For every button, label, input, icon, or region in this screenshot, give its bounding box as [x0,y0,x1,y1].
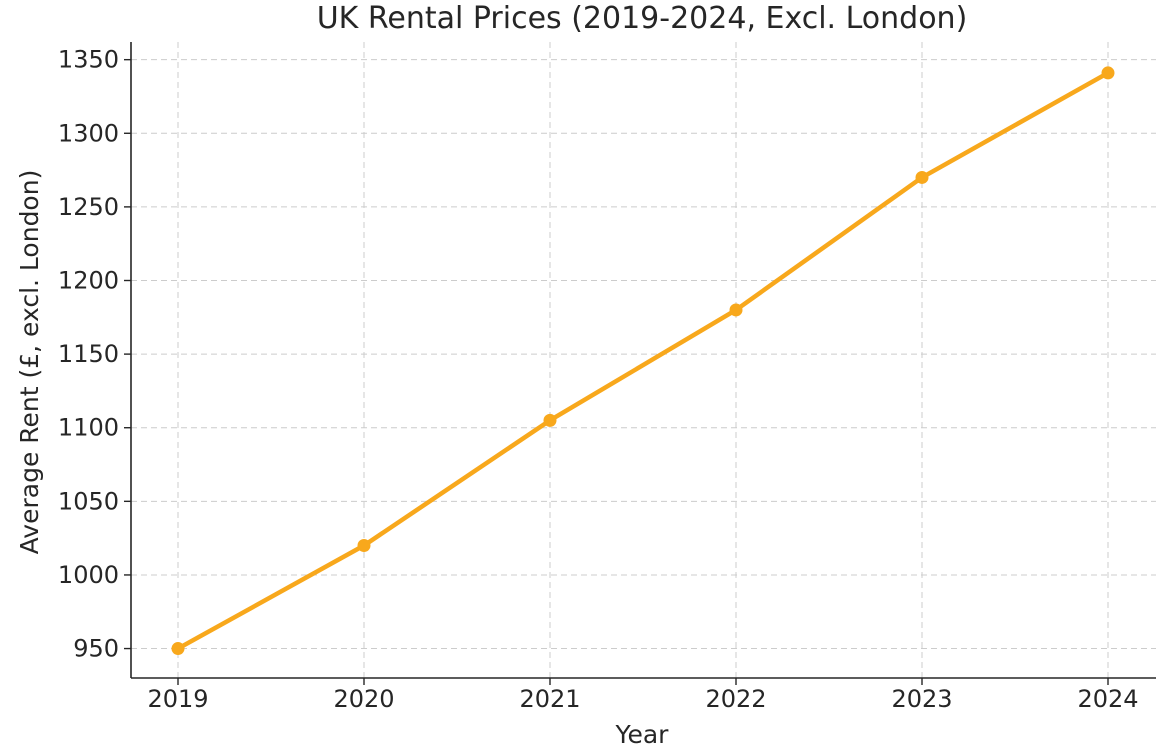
y-tick-label: 1100 [58,414,119,442]
data-point [543,413,557,427]
x-tick-label: 2023 [891,685,952,713]
series-line [175,70,1111,651]
x-tick-label: 2021 [519,685,580,713]
x-tick-label: 2019 [147,685,208,713]
y-tick-label: 1200 [58,267,119,295]
y-tick-label: 1300 [58,119,119,147]
y-tick-label: 1000 [58,561,119,589]
x-tick-label: 2020 [333,685,394,713]
series-layer [171,66,1115,656]
x-tick-label: 2022 [705,685,766,713]
x-tick-label: 2024 [1077,685,1138,713]
data-point [729,303,743,317]
y-tick-label: 1150 [58,340,119,368]
y-tick-label: 950 [73,635,119,663]
data-point [357,539,371,552]
y-tick-label: 1350 [58,46,119,74]
grid-lines [131,42,1156,678]
y-tick-label: 1250 [58,193,119,221]
chart-title: UK Rental Prices (2019-2024, Excl. Londo… [317,1,968,36]
x-axis-label: Year [615,720,670,749]
tick-marks: 2019 2020 2021 2022 2023 2024 950 1000 1050 1100 1… [58,46,1139,713]
data-point [915,170,929,184]
axes [130,42,1156,679]
y-axis-label: Average Rent (£, excl. London) [15,170,44,555]
data-point [1101,66,1115,80]
data-point [171,642,185,656]
y-tick-label: 1050 [58,487,119,515]
